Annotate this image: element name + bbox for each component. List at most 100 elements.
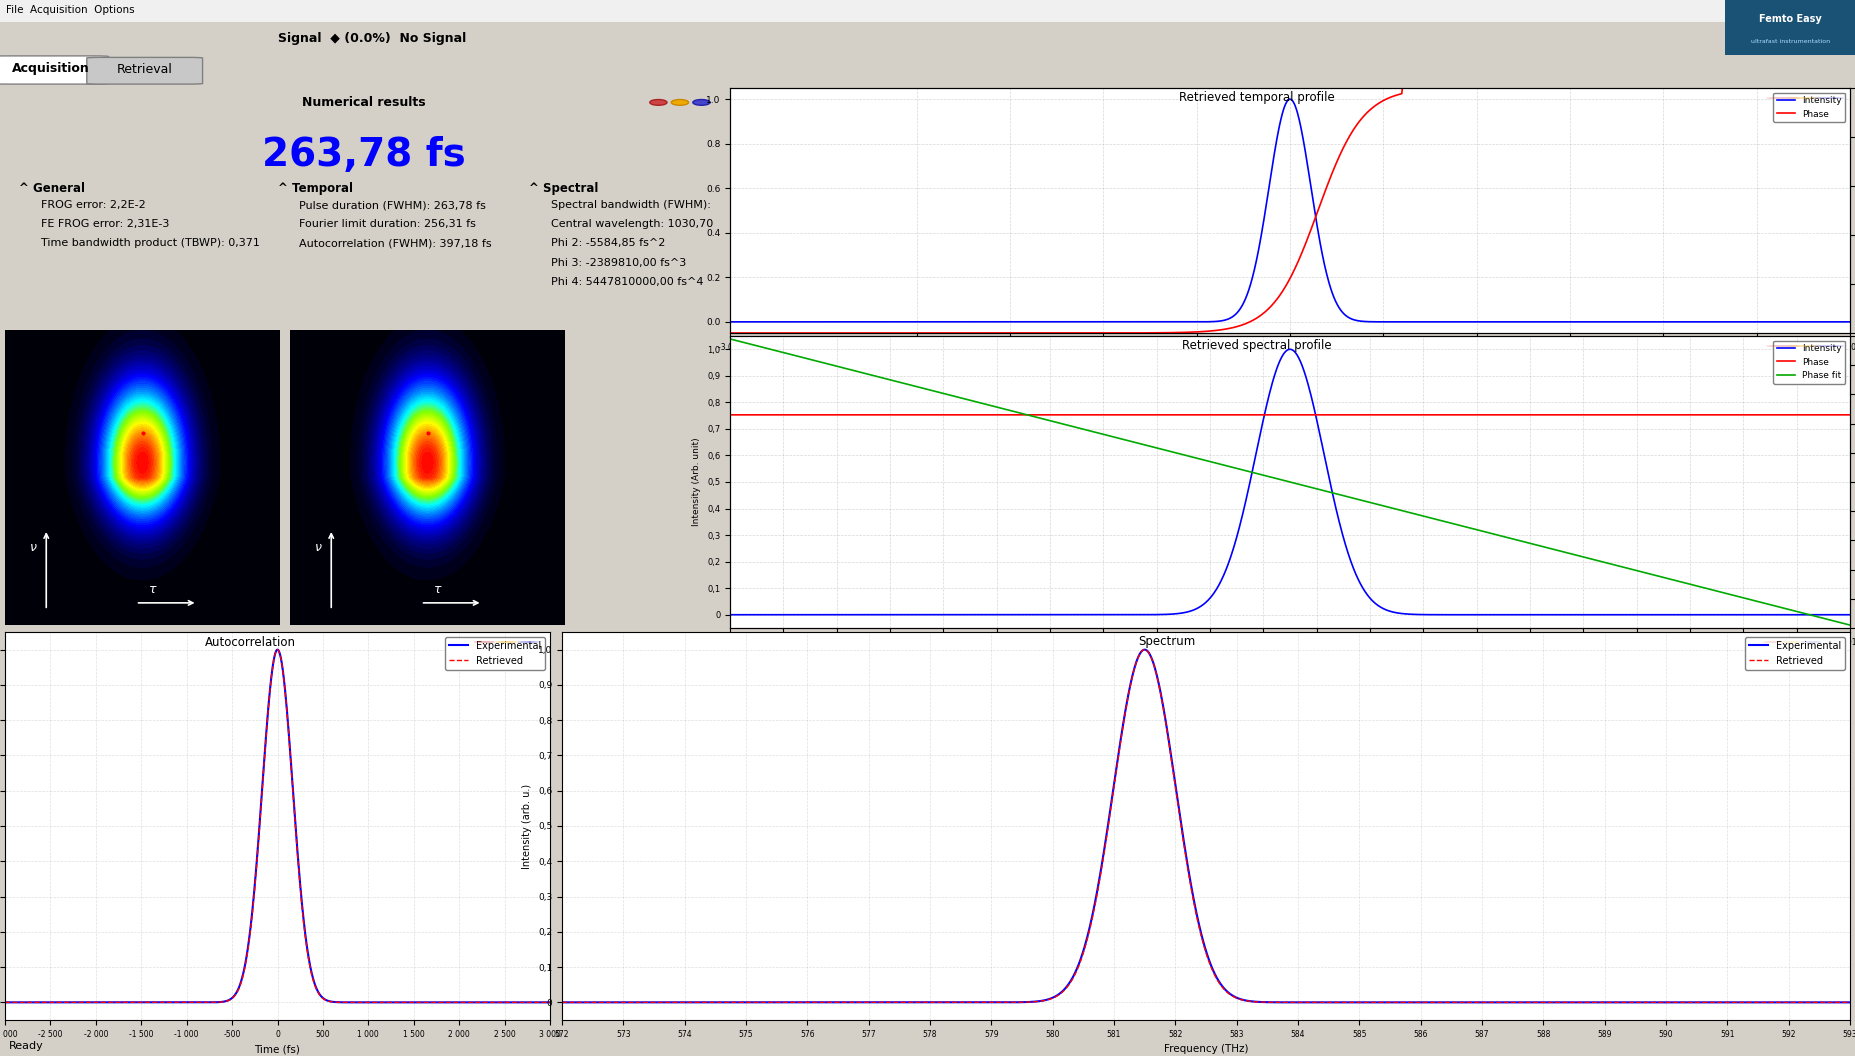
Experimental [245, 869, 267, 882]
Retrieved [1178, 869, 1200, 882]
X-axis label: Frequency (THz): Frequency (THz) [1163, 1044, 1248, 1054]
Text: Signal  ◆ (0.0%)  No Signal: Signal ◆ (0.0%) No Signal [278, 32, 466, 45]
Legend: Intensity, Phase: Intensity, Phase [1773, 93, 1846, 122]
Phase fit [775, 347, 798, 360]
Phase [1601, 81, 1623, 94]
Retrieved [260, 684, 282, 697]
Retrieved [1566, 996, 1588, 1008]
Y-axis label: Intensity (Arb. unit): Intensity (Arb. unit) [692, 437, 701, 526]
Text: τ: τ [150, 583, 158, 596]
Legend: Experimental, Retrieved: Experimental, Retrieved [1746, 637, 1846, 670]
Text: ultrafast instrumentation: ultrafast instrumentation [1751, 39, 1829, 43]
Text: τ: τ [434, 583, 441, 596]
Intensity [775, 608, 798, 621]
Line: Experimental: Experimental [6, 649, 549, 1002]
Experimental [1178, 867, 1200, 880]
Y-axis label: Intensity (arb. u.): Intensity (arb. u.) [523, 784, 532, 869]
Text: ^ General: ^ General [19, 183, 85, 195]
Experimental [260, 683, 282, 696]
Circle shape [694, 99, 710, 106]
Experimental [1803, 996, 1825, 1008]
Retrieved [1133, 643, 1156, 656]
Experimental [1133, 643, 1156, 656]
Retrieved [267, 643, 289, 656]
Experimental [267, 643, 289, 656]
Text: Phi 4: 5447810000,00 fs^4: Phi 4: 5447810000,00 fs^4 [551, 277, 703, 287]
Line: Intensity: Intensity [731, 99, 1849, 322]
Text: Acquisition: Acquisition [11, 62, 89, 75]
Intensity [1838, 316, 1855, 328]
Phase fit [1601, 558, 1623, 570]
Phase fit [1838, 619, 1855, 631]
Text: Pulse duration (FWHM): 263,78 fs: Pulse duration (FWHM): 263,78 fs [299, 200, 486, 210]
Retrieved [616, 996, 638, 1008]
Intensity [1807, 608, 1829, 621]
Intensity [1263, 369, 1286, 381]
Experimental [1801, 996, 1823, 1008]
Experimental [616, 996, 638, 1008]
Line: Experimental: Experimental [562, 649, 1849, 1002]
FancyBboxPatch shape [87, 57, 202, 84]
Phase fit [1805, 610, 1827, 623]
Phase [1263, 296, 1286, 308]
Text: Femto Easy: Femto Easy [1759, 14, 1822, 24]
Phase fit [1807, 610, 1829, 623]
Line: Retrieved: Retrieved [6, 649, 549, 1002]
Retrieved [538, 996, 560, 1008]
Intensity [720, 608, 742, 621]
Bar [1725, 0, 1855, 55]
Phase [775, 326, 798, 339]
Text: ^ Temporal: ^ Temporal [278, 183, 352, 195]
Text: Time bandwidth product (TBWP): 0,371: Time bandwidth product (TBWP): 0,371 [41, 239, 260, 248]
Phase [1805, 409, 1827, 421]
Intensity [1234, 294, 1256, 306]
Experimental [551, 996, 573, 1008]
Retrieved [0, 996, 17, 1008]
Phase [1838, 409, 1855, 421]
X-axis label: Frequency (THz): Frequency (THz) [1250, 653, 1330, 662]
Phase [1234, 318, 1256, 331]
Retrieved [245, 872, 267, 885]
Text: File  Acquisition  Options: File Acquisition Options [6, 5, 134, 15]
Intensity [1234, 498, 1256, 511]
Text: Fourier limit duration: 256,31 fs: Fourier limit duration: 256,31 fs [299, 220, 477, 229]
Experimental [0, 996, 17, 1008]
Phase [1807, 409, 1829, 421]
Text: Spectrum: Spectrum [1139, 636, 1196, 648]
Retrieved [523, 996, 545, 1008]
Retrieved [551, 996, 573, 1008]
Retrieved [1801, 996, 1823, 1008]
Intensity [1807, 316, 1829, 328]
Text: Numerical results: Numerical results [302, 96, 427, 109]
Experimental [523, 996, 545, 1008]
Intensity [1807, 316, 1829, 328]
Intensity [720, 316, 742, 328]
Line: Intensity: Intensity [731, 350, 1849, 615]
Phase [720, 326, 742, 339]
Retrieved [1145, 662, 1167, 675]
Text: 263,78 fs: 263,78 fs [262, 136, 466, 174]
Legend: Experimental, Retrieved: Experimental, Retrieved [445, 637, 545, 670]
Phase [1807, 81, 1829, 94]
Bar [0, 0, 1855, 22]
Experimental [523, 996, 545, 1008]
Text: FROG error: 2,2E-2: FROG error: 2,2E-2 [41, 200, 147, 210]
Text: ^ Spectral: ^ Spectral [529, 183, 599, 195]
Text: Autocorrelation: Autocorrelation [204, 636, 295, 648]
Phase [1807, 81, 1829, 94]
Phase [775, 409, 798, 421]
Phase [1234, 409, 1256, 421]
Text: Spectral bandwidth (FWHM):: Spectral bandwidth (FWHM): [551, 200, 710, 210]
Retrieved [423, 996, 445, 1008]
Text: Retrieval: Retrieval [117, 63, 173, 76]
Intensity [1838, 608, 1855, 621]
Text: ν: ν [30, 542, 37, 554]
Text: ν: ν [315, 542, 321, 554]
Experimental [538, 996, 560, 1008]
Intensity [1278, 93, 1300, 106]
Text: Phi 3: -2389810,00 fs^3: Phi 3: -2389810,00 fs^3 [551, 258, 686, 267]
Phase [1601, 409, 1623, 421]
Phase fit [1234, 465, 1256, 477]
Text: Central wavelength: 1030,70: Central wavelength: 1030,70 [551, 220, 712, 229]
X-axis label: Time (fs): Time (fs) [1269, 357, 1311, 367]
